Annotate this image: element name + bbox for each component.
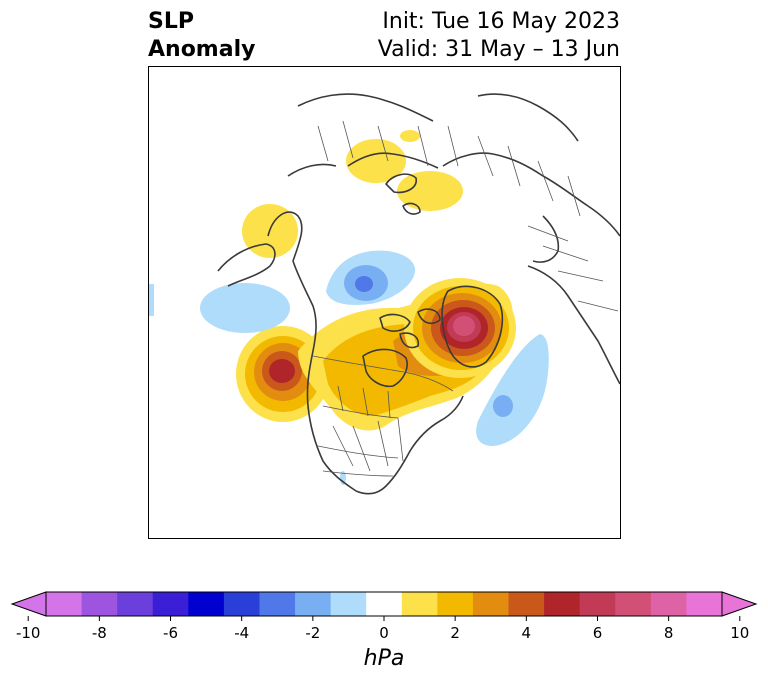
- coastlines: [217, 93, 621, 495]
- colorbar-segment: [544, 592, 581, 616]
- colorbar-segment: [366, 592, 403, 616]
- colorbar-unit-label: hPa: [363, 646, 405, 671]
- colorbar-segment: [330, 592, 367, 616]
- colorbar-segment: [46, 592, 83, 616]
- colorbar-segment: [117, 592, 154, 616]
- map-subtitle: Init: Tue 16 May 2023 Valid: 31 May – 13…: [378, 8, 620, 64]
- colorbar-tick-label: -8: [92, 624, 107, 642]
- colorbar-segment: [152, 592, 189, 616]
- colorbar-segment: [401, 592, 438, 616]
- colorbar-segment: [259, 592, 296, 616]
- colorbar-segment: [295, 592, 332, 616]
- init-date: Init: Tue 16 May 2023: [382, 9, 620, 34]
- colorbar-tick-label: -6: [163, 624, 178, 642]
- colorbar-segment: [188, 592, 225, 616]
- slp-anomaly-map: [148, 66, 621, 539]
- title-line-2: Anomaly: [148, 37, 256, 62]
- colorbar-ticks: -10 -8 -6 -4 -2 0 2 4 6 8 10: [16, 616, 749, 642]
- political-borders: [312, 120, 619, 477]
- title-line-1: SLP: [148, 9, 194, 34]
- colorbar-segment: [686, 592, 723, 616]
- colorbar-tick-label: 10: [730, 624, 749, 642]
- colorbar-tick-label: -4: [234, 624, 249, 642]
- colorbar-segment: [81, 592, 118, 616]
- valid-range: Valid: 31 May – 13 Jun: [377, 37, 620, 62]
- colorbar-segment: [579, 592, 616, 616]
- colorbar-segment: [223, 592, 260, 616]
- colorbar-tick-label: 6: [593, 624, 603, 642]
- colorbar-tick-label: 2: [450, 624, 460, 642]
- anomaly-shading: [148, 130, 549, 485]
- colorbar-tick-label: -2: [305, 624, 320, 642]
- colorbar-segments: [10, 591, 758, 617]
- colorbar-tick-label: 8: [664, 624, 674, 642]
- colorbar-tick-label: 0: [379, 624, 389, 642]
- colorbar-segment: [615, 592, 652, 616]
- colorbar-segment: [437, 592, 474, 616]
- colorbar-segment: [508, 592, 545, 616]
- colorbar-tick-label: 4: [522, 624, 532, 642]
- map-title: SLP Anomaly: [148, 8, 255, 64]
- colorbar: -10 -8 -6 -4 -2 0 2 4 6 8 10: [10, 591, 758, 642]
- colorbar-extend-min: [10, 591, 47, 617]
- colorbar-tick-label: -10: [16, 624, 41, 642]
- colorbar-segment: [472, 592, 510, 616]
- colorbar-segment: [650, 592, 687, 616]
- colorbar-extend-max: [721, 591, 758, 617]
